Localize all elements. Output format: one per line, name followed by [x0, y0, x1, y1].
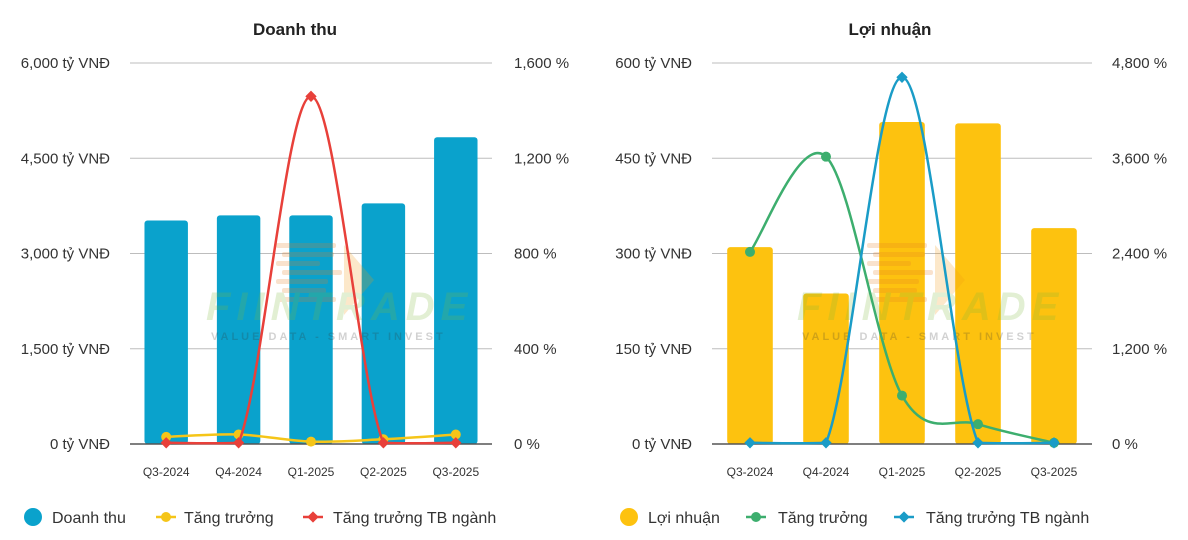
watermark-arrow-icon — [935, 245, 965, 315]
bar — [289, 215, 333, 444]
x-tick-label: Q4-2024 — [803, 465, 850, 479]
series-point — [161, 431, 172, 442]
legend-label: Doanh thu — [52, 510, 126, 527]
legend: Doanh thu Tăng trưởng Tăng trưởng TB ngành — [24, 508, 496, 527]
series-point — [160, 437, 172, 449]
x-tick-label: Q1-2025 — [879, 465, 926, 479]
series-point — [821, 151, 831, 162]
bar — [434, 137, 478, 445]
watermark-stripe — [867, 297, 927, 302]
y-left-tick-label: 1,500 tỷ VNĐ — [21, 341, 110, 358]
watermark-logo: FIINTRADE VALUE DATA - SMART INVEST — [206, 243, 473, 343]
y-left-tick-label: 600 tỷ VNĐ — [615, 55, 692, 72]
legend-label: Tăng trưởng — [778, 510, 868, 527]
watermark-stripe — [282, 288, 326, 293]
y-right-tick-label: 3,600 % — [1112, 150, 1167, 167]
legend-bar-marker — [620, 508, 638, 526]
watermark-stripe — [276, 279, 328, 284]
series-point — [897, 390, 907, 401]
legend-point-marker — [161, 512, 171, 522]
y-right-tick-label: 400 % — [514, 341, 557, 358]
x-tick-label: Q2-2025 — [360, 465, 407, 479]
x-tick-label: Q3-2025 — [1031, 465, 1078, 479]
x-tick-label: Q3-2024 — [727, 465, 774, 479]
x-tick-label: Q3-2024 — [143, 465, 190, 479]
y-right-tick-label: 2,400 % — [1112, 246, 1167, 263]
bar — [955, 123, 1001, 444]
legend-label: Lợi nhuận — [648, 510, 720, 527]
series-point — [306, 436, 316, 447]
legend-point-marker — [898, 511, 910, 523]
y-right-tick-label: 800 % — [514, 246, 557, 263]
watermark-stripe — [282, 252, 334, 257]
legend-label: Tăng trưởng TB ngành — [926, 510, 1089, 527]
x-tick-label: Q4-2024 — [215, 465, 262, 479]
legend-label: Tăng trưởng — [184, 510, 274, 527]
y-right-tick-label: 0 % — [514, 436, 540, 453]
y-left-tick-label: 150 tỷ VNĐ — [615, 341, 692, 358]
legend-bar-marker — [24, 508, 42, 526]
legend-point-marker — [751, 512, 761, 522]
series-point — [745, 246, 755, 257]
watermark-logo: FIINTRADE VALUE DATA - SMART INVEST — [797, 243, 1064, 343]
watermark-stripe — [276, 243, 336, 248]
watermark-tagline: VALUE DATA - SMART INVEST — [211, 331, 446, 343]
series-point — [973, 419, 983, 430]
y-left-tick-label: 300 tỷ VNĐ — [615, 246, 692, 263]
watermark-arrow-icon — [344, 245, 374, 315]
chart-1: Doanh thu 0 tỷ VNĐ 0 % 1,500 tỷ VNĐ 400 % 3,0… — [21, 20, 569, 527]
y-left-tick-label: 3,000 tỷ VNĐ — [21, 246, 110, 263]
watermark-stripe — [867, 279, 919, 284]
series-point — [1048, 437, 1060, 449]
y-left-tick-label: 0 tỷ VNĐ — [50, 436, 110, 453]
watermark-stripe — [867, 243, 927, 248]
y-right-tick-label: 4,800 % — [1112, 55, 1167, 72]
chart-title: Doanh thu — [253, 20, 337, 39]
series-point — [744, 437, 756, 449]
bar — [879, 122, 925, 445]
watermark-stripe — [276, 261, 320, 266]
bar — [216, 215, 261, 444]
legend: Lợi nhuận Tăng trưởng Tăng trưởng TB ngành — [620, 508, 1089, 527]
watermark-text: FIINTRADE — [206, 285, 473, 329]
y-left-tick-label: 0 tỷ VNĐ — [632, 436, 692, 453]
x-tick-label: Q1-2025 — [288, 465, 335, 479]
series-point — [232, 437, 245, 449]
watermark-stripe — [276, 297, 336, 302]
watermark-text: FIINTRADE — [797, 285, 1064, 329]
watermark-stripe — [873, 252, 925, 257]
y-right-tick-label: 0 % — [1112, 436, 1138, 453]
series-point — [450, 429, 461, 440]
y-right-tick-label: 1,200 % — [1112, 341, 1167, 358]
x-tick-label: Q2-2025 — [955, 465, 1002, 479]
chart-2: Lợi nhuận 0 tỷ VNĐ 0 % 150 tỷ VNĐ 1,200 % 300… — [615, 20, 1167, 527]
x-tick-label: Q3-2025 — [432, 465, 479, 479]
legend-label: Tăng trưởng TB ngành — [333, 510, 496, 527]
y-right-tick-label: 1,600 % — [514, 55, 569, 72]
y-left-tick-label: 4,500 tỷ VNĐ — [21, 150, 110, 167]
chart-title: Lợi nhuận — [849, 20, 932, 39]
watermark-stripe — [873, 270, 933, 275]
y-left-tick-label: 6,000 tỷ VNĐ — [21, 55, 110, 72]
watermark-stripe — [873, 288, 917, 293]
series-point — [972, 437, 984, 449]
bar — [727, 247, 773, 444]
bar — [1031, 228, 1077, 444]
bar — [144, 220, 188, 444]
legend-point-marker — [307, 511, 319, 523]
series-point — [450, 437, 462, 449]
y-right-tick-label: 1,200 % — [514, 150, 569, 167]
watermark-stripe — [282, 270, 342, 275]
bar — [361, 203, 406, 444]
series-point — [377, 437, 390, 449]
watermark-tagline: VALUE DATA - SMART INVEST — [802, 331, 1037, 343]
watermark-stripe — [867, 261, 911, 266]
y-left-tick-label: 450 tỷ VNĐ — [615, 150, 692, 167]
series-point — [820, 437, 832, 449]
